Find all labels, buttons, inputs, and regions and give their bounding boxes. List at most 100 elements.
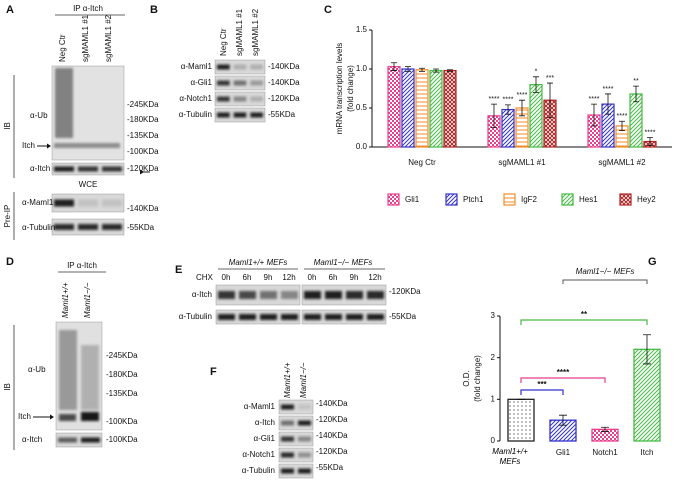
band (233, 96, 247, 102)
label: -245KDa (127, 100, 159, 109)
y-tick-label: 0.5 (356, 103, 368, 112)
panel-letter: G (648, 256, 657, 268)
band (250, 96, 263, 102)
significance: **** (489, 96, 500, 103)
band (281, 420, 294, 426)
band (304, 291, 321, 299)
panel-letter: A (6, 4, 14, 16)
legend-swatch (445, 193, 458, 206)
band (78, 166, 98, 172)
x-tick-label: sgMAML1 #1 (498, 158, 546, 167)
comparison-line (520, 389, 564, 395)
band (218, 291, 235, 299)
error-bar (533, 76, 539, 93)
label: α-Tubulin (22, 223, 55, 232)
label: α-Tubulin (179, 312, 212, 321)
legend-label: IgF2 (521, 195, 538, 204)
band (78, 199, 98, 207)
label: 6h (243, 273, 252, 282)
label: -120KDa (316, 415, 348, 424)
label: α-Maml1 (181, 62, 213, 71)
y-tick-label: 1.5 (356, 25, 368, 34)
panel-letter: B (150, 4, 158, 16)
y-axis-label: (fold change) (473, 355, 482, 402)
legend-label: Hey2 (637, 195, 656, 204)
bar (529, 83, 543, 148)
blot (301, 284, 387, 306)
bar (507, 398, 535, 442)
label: -55KDa (127, 223, 155, 232)
y-tick-label: 0 (491, 436, 496, 445)
lane-label: sgMAML1 #1 (235, 8, 244, 56)
band (54, 166, 74, 172)
bar (387, 66, 401, 148)
label: WCE (79, 180, 98, 189)
band (325, 291, 342, 299)
label: -120KDa (127, 164, 159, 173)
label: IP α-Itch (67, 261, 97, 270)
label: -140KDa (316, 399, 348, 408)
label: 0h (222, 273, 231, 282)
label: Itch (18, 412, 31, 421)
label: 12h (282, 273, 295, 282)
legend-swatch (387, 193, 400, 206)
label: -55KDa (389, 312, 417, 321)
label: 0h (308, 273, 317, 282)
significance: *** (537, 380, 547, 389)
label: α-Tubulin (242, 466, 275, 475)
band (54, 143, 120, 148)
band (298, 436, 311, 442)
y-axis-label: O.D. (462, 370, 471, 386)
label: α-Tubulin (179, 110, 212, 119)
arrow-head (140, 169, 144, 175)
band (250, 80, 263, 86)
label: -135KDa (127, 131, 159, 140)
error-bar (605, 93, 611, 115)
panel-letter: F (210, 366, 217, 378)
label: 6h (329, 273, 338, 282)
label: α-Ub (28, 365, 46, 374)
blot (215, 309, 301, 325)
blot (301, 309, 387, 325)
y-tick-label: 2 (491, 353, 496, 362)
label: α-Notch1 (242, 450, 275, 459)
significance: **** (517, 92, 528, 99)
band (217, 64, 230, 70)
label: -100KDa (127, 147, 159, 156)
legend-label: Ptch1 (463, 195, 484, 204)
bar (401, 68, 415, 148)
band (367, 314, 384, 320)
error-bar (559, 414, 567, 426)
label: Itch (22, 141, 35, 150)
x-tick-label: Gli1 (556, 448, 571, 457)
bar (415, 69, 429, 148)
y-tick-label: 0.0 (356, 142, 368, 151)
error-bar (391, 62, 397, 71)
panel-letter: E (175, 264, 182, 276)
lane-label: Maml1−/− (83, 282, 92, 318)
error-bar (491, 103, 497, 128)
band (281, 436, 294, 442)
lane-label: Neg Ctr (58, 34, 67, 62)
label: Pre-IP (3, 205, 12, 228)
band (102, 166, 122, 172)
x-tick-label: Notch1 (592, 448, 618, 457)
band (233, 112, 247, 118)
y-axis-label: mRNA transcription levels (335, 43, 344, 135)
error-bar (419, 67, 425, 72)
lane-label: sgMAML1 #2 (251, 8, 260, 56)
bar (633, 348, 661, 442)
label: -245KDa (106, 351, 138, 360)
smear (55, 68, 73, 138)
band (102, 224, 122, 230)
label: -100KDa (106, 417, 138, 426)
band (281, 314, 298, 320)
x-tick-label: Maml1+/+ MEFs (492, 447, 528, 466)
label: -140KDa (268, 62, 300, 71)
legend-label: Gli1 (405, 195, 420, 204)
band (54, 199, 74, 207)
band (298, 468, 311, 474)
label: -120KDa (389, 287, 421, 296)
band (250, 64, 263, 70)
